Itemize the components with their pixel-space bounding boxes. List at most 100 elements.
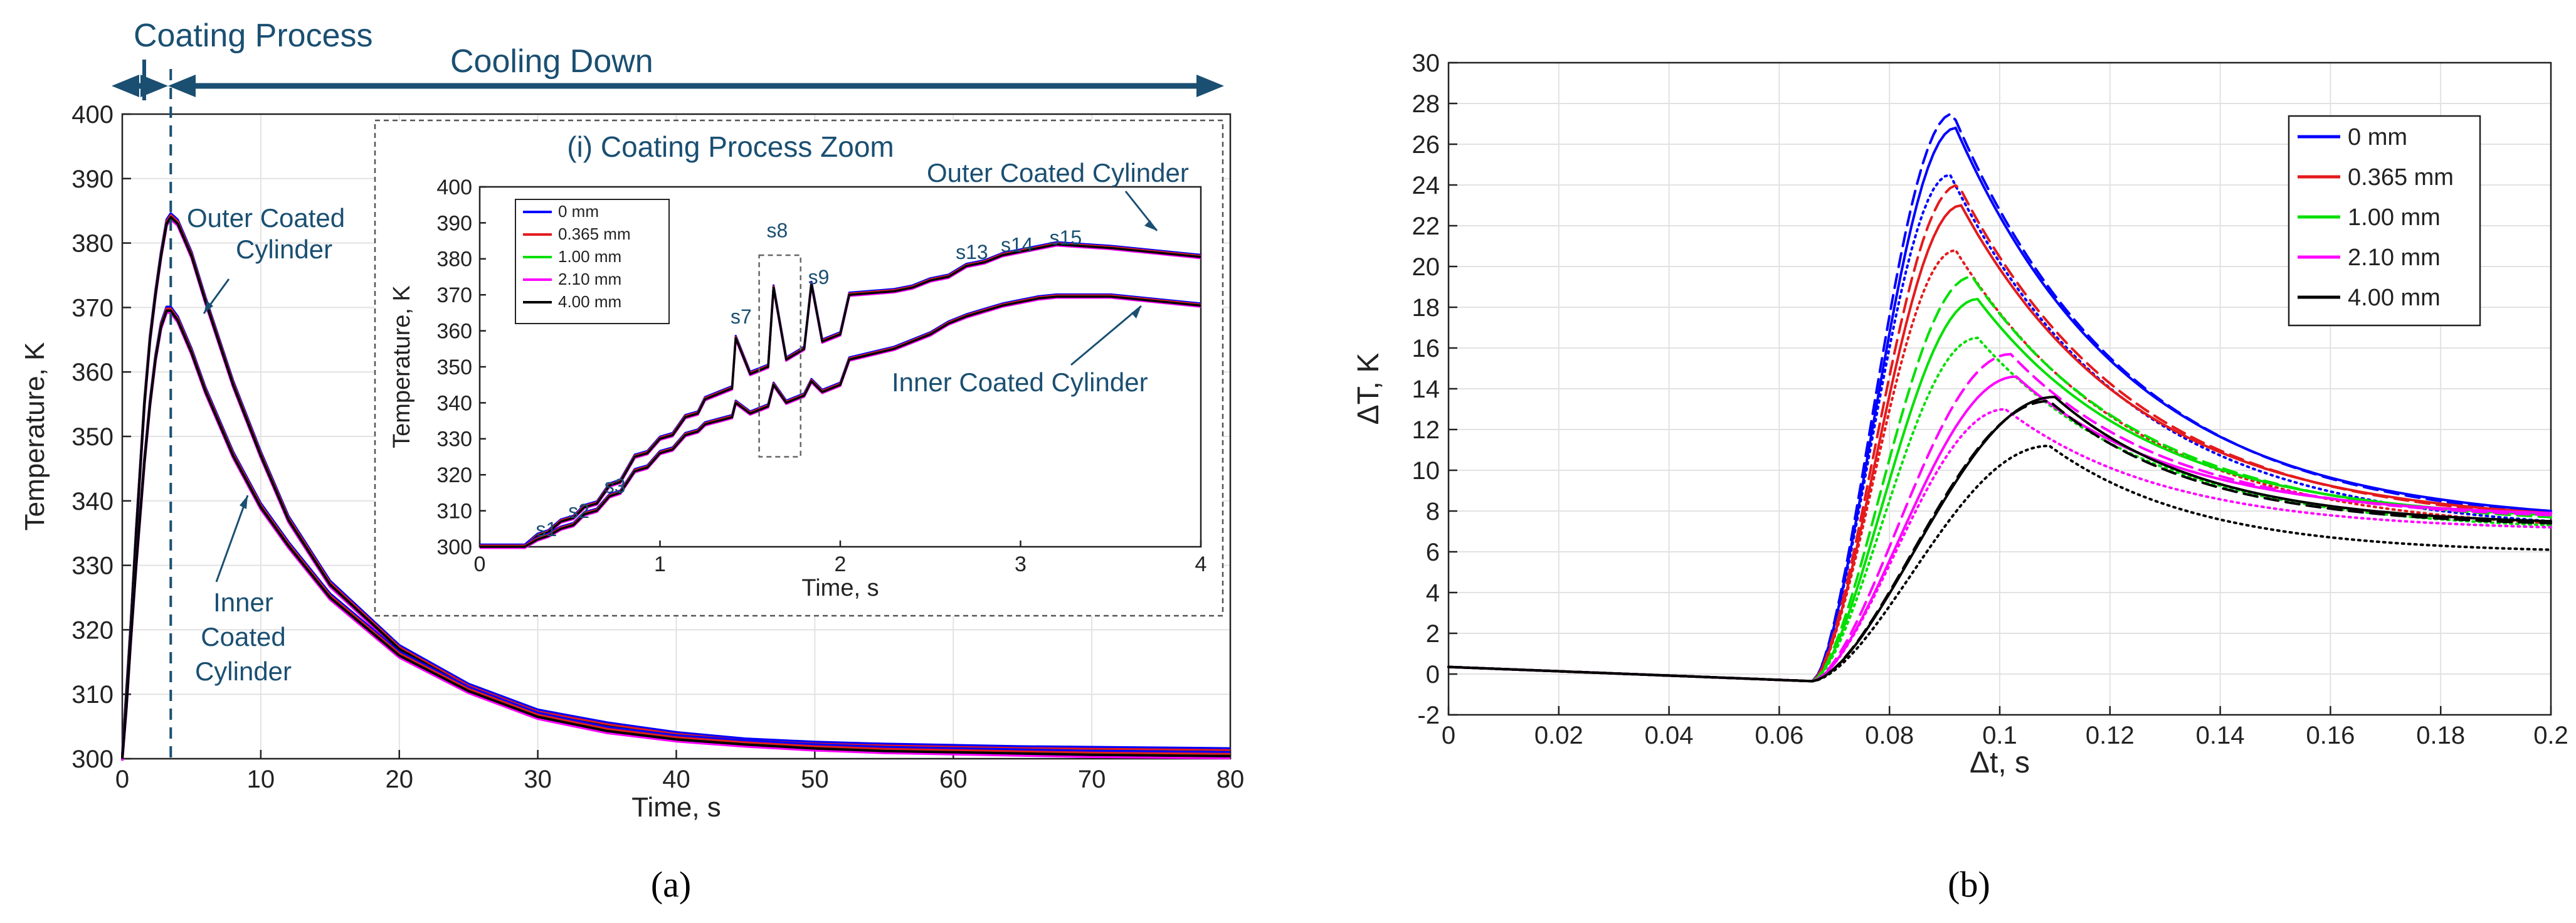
inner-cylinder-label-2: Coated [201, 622, 285, 651]
step-label: s9 [808, 266, 830, 288]
x-tick-label: 0 [115, 766, 129, 793]
y-axis-label: Temperature, K [19, 342, 50, 531]
inset-legend-label: 4.00 mm [558, 292, 621, 311]
outer-cylinder-label-1: Outer Coated [187, 203, 345, 233]
coating-process-arrow-head-right [140, 75, 168, 97]
y-tick-label: 26 [1412, 131, 1440, 159]
outer-cylinder-label-2: Cylinder [236, 235, 332, 264]
legend-label: 4.00 mm [2348, 285, 2441, 311]
x-tick-label: 0.04 [1645, 722, 1694, 749]
x-tick-label: 0 [474, 552, 486, 576]
step-label: s1 [536, 518, 557, 541]
inset-title: (i) Coating Process Zoom [567, 130, 894, 163]
coating-process-arrow-head-left [112, 75, 139, 97]
y-tick-label: 22 [1412, 213, 1440, 240]
x-tick-label: 2 [835, 552, 847, 576]
panel-a-label: (a) [651, 864, 691, 905]
y-tick-label: 18 [1412, 294, 1440, 322]
inset-inner-pointer-head [1131, 306, 1141, 319]
x-tick-label: 70 [1078, 766, 1106, 793]
step-label: s2 [568, 500, 589, 522]
y-tick-label: 320 [71, 616, 113, 644]
y-tick-label: 8 [1426, 498, 1440, 525]
inset-legend-box [515, 199, 670, 324]
y-tick-label: 300 [436, 535, 472, 559]
y-tick-label: 24 [1412, 172, 1440, 199]
y-tick-label: 16 [1412, 335, 1440, 362]
inner-cylinder-label-1: Inner [213, 588, 273, 617]
x-tick-label: 10 [247, 766, 275, 793]
y-tick-label: 340 [71, 488, 113, 515]
y-tick-label: 340 [436, 391, 472, 415]
inset-legend-label: 0 mm [558, 202, 599, 221]
inner-cylinder-label-3: Cylinder [195, 657, 292, 686]
legend-label: 1.00 mm [2348, 204, 2441, 231]
cooling-down-arrow-head-right [1196, 75, 1224, 97]
y-tick-label: 330 [71, 552, 113, 580]
x-tick-label: 0.12 [2086, 722, 2135, 749]
y-tick-label: 330 [436, 428, 472, 451]
y-tick-label: 380 [436, 248, 472, 272]
y-tick-label: 12 [1412, 416, 1440, 444]
y-tick-label: 370 [71, 294, 113, 322]
x-tick-label: 0.14 [2196, 722, 2245, 749]
legend-box [2288, 115, 2481, 327]
inner-pointer-head [240, 495, 248, 509]
x-tick-label: 3 [1015, 552, 1027, 576]
y-tick-label: 310 [436, 500, 472, 524]
inset-legend-label: 0.365 mm [558, 224, 631, 243]
step-label: s15 [1050, 226, 1082, 249]
y-tick-label: -2 [1417, 702, 1440, 729]
panel-b: 0 0.02 0.04 0.06 0.08 0.1 0.12 0.14 0.16 0.18 0.2 -… [1352, 50, 2568, 779]
inset-outer-label: Outer Coated Cylinder [927, 158, 1189, 187]
y-tick-label: 28 [1412, 90, 1440, 118]
step-label: s13 [956, 241, 988, 263]
y-tick-label: 360 [436, 320, 472, 344]
panel-a: 0 10 20 30 40 50 60 70 8030031032033034035036037… [19, 18, 1244, 823]
cooling-down-arrow-head-left [168, 75, 196, 97]
step-label: s8 [766, 219, 788, 241]
step-label: s14 [1001, 233, 1033, 256]
y-tick-label: 380 [71, 230, 113, 258]
y-tick-label: 390 [71, 166, 113, 193]
x-tick-label: 80 [1217, 766, 1245, 793]
inset-inner-line-400mm [480, 295, 1201, 548]
y-tick-label: 360 [71, 359, 113, 386]
y-tick-label: 0 [1426, 661, 1440, 688]
zoom-box [758, 254, 801, 458]
y-tick-label: 400 [436, 176, 472, 199]
x-tick-label: 20 [386, 766, 414, 793]
outer-pointer-head [204, 301, 213, 314]
inner-line-400mm [121, 309, 1231, 759]
inset-outer-pointer-head [1144, 220, 1157, 231]
x-tick-label: 0.1 [1982, 722, 2017, 749]
x-tick-label: 1 [654, 552, 666, 576]
y-tick-label: 400 [71, 101, 113, 129]
y-tick-label: 300 [71, 746, 113, 773]
x-tick-label: 4 [1195, 552, 1207, 576]
y-tick-label: 14 [1412, 376, 1440, 403]
inset-inner-pointer [1070, 305, 1142, 366]
x-tick-label: 0.08 [1865, 722, 1914, 749]
y-axis-label: ΔT, K [1352, 353, 1385, 425]
y-tick-label: 390 [436, 211, 472, 235]
x-tick-label: 50 [801, 766, 829, 793]
y-tick-label: 370 [436, 283, 472, 307]
panel-b-label: (b) [1948, 864, 1990, 905]
y-tick-label: 6 [1426, 539, 1440, 566]
x-axis-label: Δt, s [1970, 746, 2030, 779]
y-tick-label: 2 [1426, 620, 1440, 648]
legend-label: 0.365 mm [2348, 164, 2454, 191]
inner-pointer [215, 495, 249, 583]
legend-label: 2.10 mm [2348, 245, 2441, 271]
coating-process-label: Coating Process [134, 18, 373, 54]
y-tick-label: 10 [1412, 457, 1440, 485]
x-tick-label: 0.2 [2533, 722, 2568, 749]
x-tick-label: 40 [662, 766, 690, 793]
inset-inner-label: Inner Coated Cylinder [892, 367, 1148, 397]
legend-label: 0 mm [2348, 124, 2407, 150]
step-label: s7 [731, 305, 752, 328]
y-tick-label: 310 [71, 681, 113, 709]
y-tick-label: 350 [436, 356, 472, 379]
